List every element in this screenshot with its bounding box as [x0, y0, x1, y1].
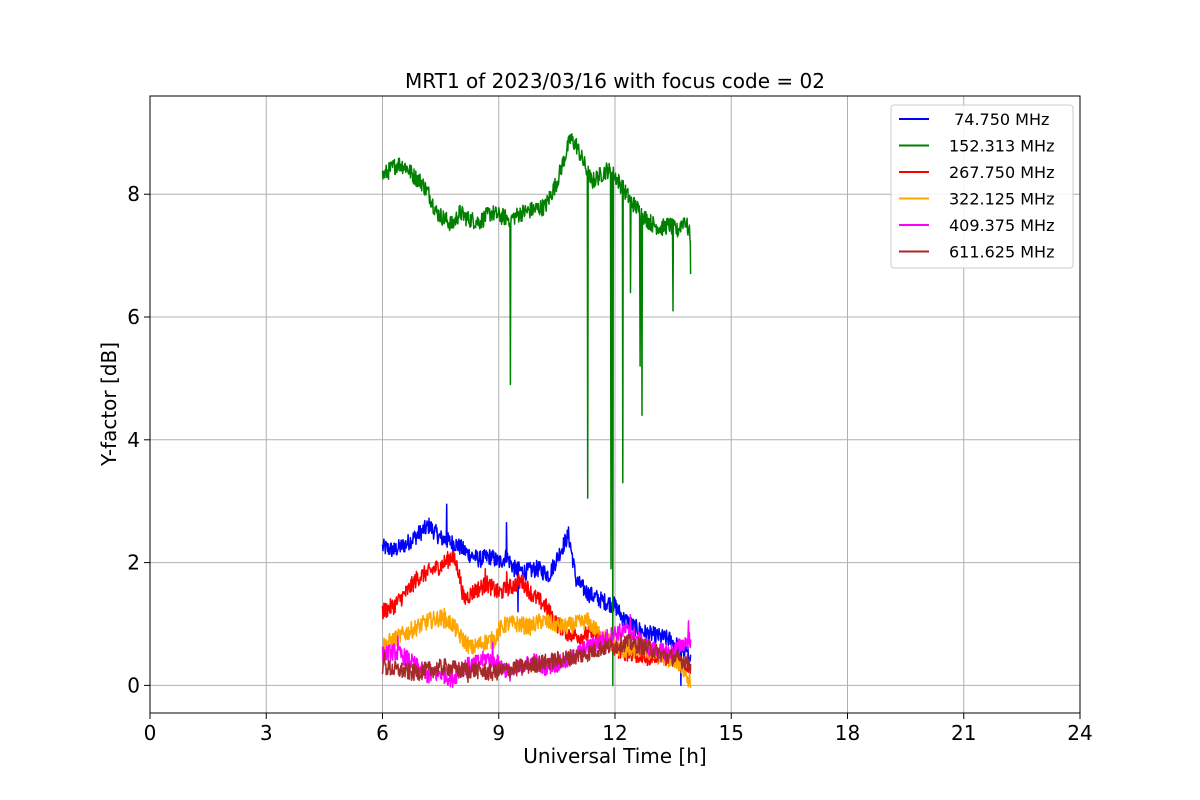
y-axis: 0 2 4 6 8: [127, 182, 150, 697]
x-tick-label: 6: [376, 721, 389, 745]
series-line: [381, 550, 692, 675]
y-axis-label: Y-factor [dB]: [97, 342, 121, 467]
x-tick-label: 15: [719, 721, 744, 745]
plot-lines: [381, 133, 692, 689]
legend-label: 611.625 MHz: [949, 243, 1054, 262]
x-tick-label: 24: [1067, 721, 1092, 745]
legend-label: 322.125 MHz: [949, 190, 1054, 209]
x-tick-label: 0: [144, 721, 157, 745]
legend-box: [890, 104, 1074, 269]
x-axis-label: Universal Time [h]: [523, 744, 706, 768]
series-line: [381, 633, 692, 684]
x-tick-label: 12: [602, 721, 627, 745]
y-tick-label: 8: [127, 182, 140, 206]
series-line: [381, 133, 692, 687]
y-tick-label: 4: [127, 428, 140, 452]
x-tick-label: 18: [835, 721, 860, 745]
y-tick-label: 6: [127, 305, 140, 329]
x-tick-label: 21: [951, 721, 976, 745]
x-axis: 0 3 6 9 12 15 18 21 24: [144, 713, 1093, 745]
legend-label: 409.375 MHz: [949, 216, 1054, 235]
legend: 74.750 MHz 152.313 MHz 267.750 MHz 322.125 …: [890, 104, 1074, 269]
chart-title: MRT1 of 2023/03/16 with focus code = 02: [405, 69, 825, 93]
legend-label: 267.750 MHz: [949, 163, 1054, 182]
x-tick-label: 3: [260, 721, 273, 745]
y-tick-label: 2: [127, 551, 140, 575]
legend-label: 74.750 MHz: [949, 110, 1049, 129]
x-tick-label: 9: [492, 721, 505, 745]
y-tick-label: 0: [127, 673, 140, 697]
legend-label: 152.313 MHz: [949, 137, 1054, 156]
